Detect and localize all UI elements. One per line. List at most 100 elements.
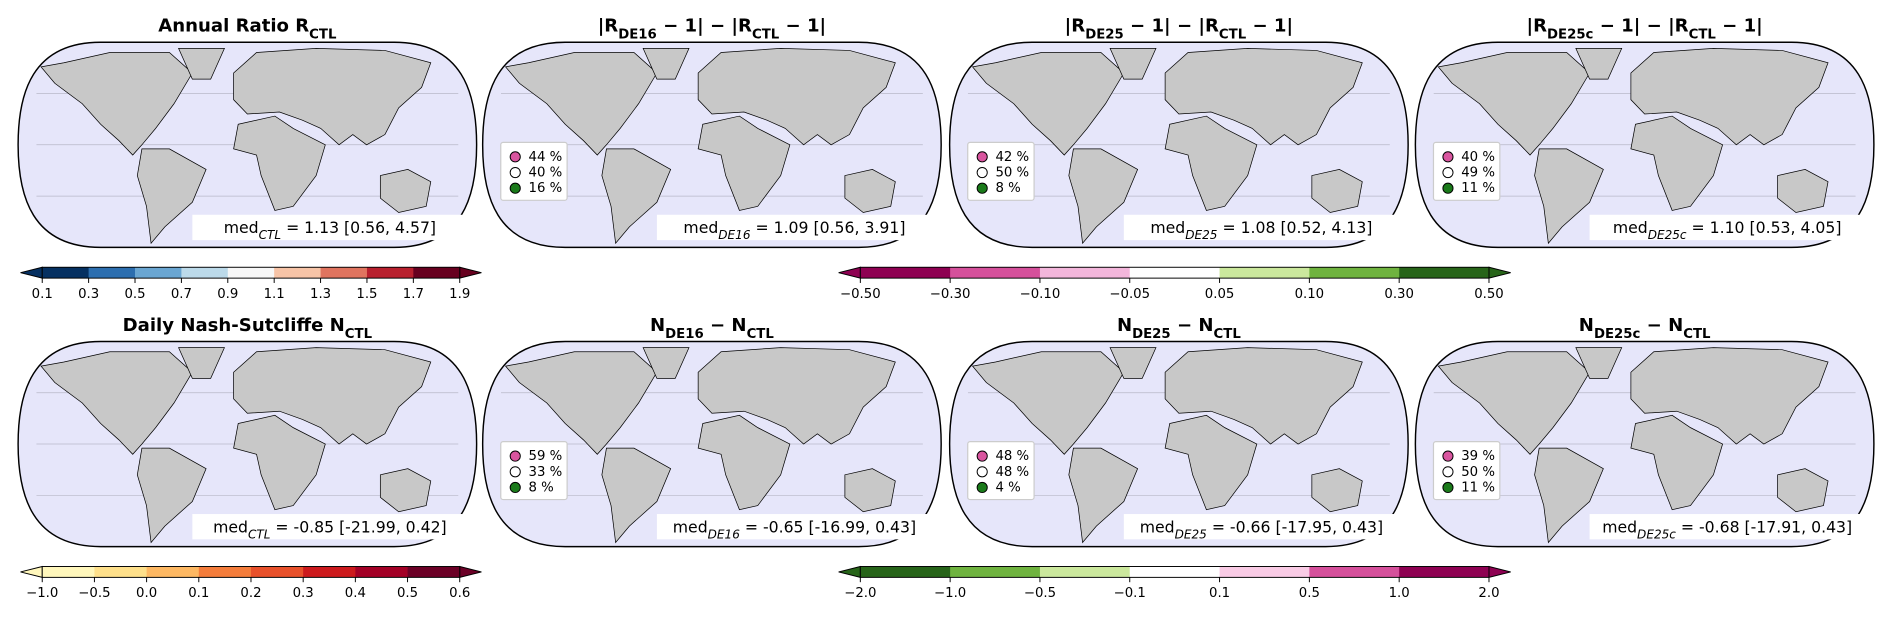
median-box [1589, 214, 1865, 241]
text-part: med [224, 218, 259, 237]
colorbar-bin [198, 566, 252, 578]
colorbar-bin [146, 566, 200, 578]
land [1109, 48, 1157, 80]
subscript: DE25c [1648, 228, 1687, 242]
legend-marker [509, 466, 521, 478]
map-frame [481, 340, 942, 548]
map-frame [481, 41, 942, 249]
legend-label: 49 % [1461, 166, 1495, 181]
land [1164, 414, 1258, 511]
tick-label: 1.3 [310, 287, 331, 302]
median-label: medDE16 = -0.65 [-16.99, 0.43] [673, 517, 916, 541]
subscript: CTL [1219, 27, 1247, 42]
subscript: DE25c [1637, 527, 1676, 541]
tick-label: 0.1 [32, 287, 53, 302]
median-box [1123, 514, 1399, 540]
legend-label: 16 % [529, 181, 563, 196]
land [1630, 115, 1724, 211]
colorbar-bin [94, 566, 147, 578]
legend-label: 48 % [995, 465, 1029, 480]
legend-marker [509, 182, 521, 194]
tick-label: 1.7 [403, 287, 424, 302]
land [1109, 347, 1157, 379]
subscript: CTL [309, 27, 337, 42]
land [697, 115, 791, 211]
land [379, 468, 432, 513]
legend-label: 42 % [995, 150, 1029, 165]
median-box [192, 514, 468, 540]
subscript: DE25c [1547, 27, 1593, 42]
tick-label: 0.50 [1474, 287, 1504, 302]
tick-label: 0.2 [240, 586, 261, 601]
legend-marker [976, 166, 988, 179]
legend-marker [976, 450, 988, 462]
legend-marker [1442, 450, 1454, 462]
colorbar-frame [41, 266, 461, 279]
map-frame [948, 41, 1409, 249]
text-part: − 1| [1246, 16, 1293, 37]
colorbar: −2.0 −1.0 −0.5 −0.1 0.1 0.5 1.0 2.0 [838, 565, 1511, 601]
tick-label: 1.5 [356, 287, 377, 302]
land [1164, 48, 1363, 146]
legend-label: 11 % [1461, 181, 1495, 196]
text-part: = -0.66 [-17.95, 0.43] [1207, 517, 1383, 536]
panel-title: Daily Nash-Sutcliffe NCTL [123, 315, 373, 342]
legend-label: 48 % [995, 449, 1029, 464]
subscript: CTL [1689, 27, 1717, 42]
land [1575, 347, 1623, 379]
land [1630, 347, 1829, 445]
tick-label: 0.5 [397, 586, 418, 601]
legend-label: 11 % [1461, 480, 1495, 495]
tick-label: 0.9 [217, 287, 238, 302]
map-frame [1414, 340, 1875, 548]
tick-label: −0.5 [78, 586, 110, 601]
text-part: med [1613, 218, 1648, 237]
tick-label: −1.0 [26, 586, 58, 601]
colorbar-bin [950, 566, 1041, 578]
median-box [192, 214, 468, 241]
legend-marker [1442, 182, 1454, 194]
text-part: − 1| [779, 16, 826, 37]
land [40, 351, 193, 455]
median-label: medDE16 = 1.09 [0.56, 3.91] [683, 218, 905, 242]
colorbar-extend [20, 565, 43, 578]
land [233, 115, 326, 211]
text-part: med [1602, 517, 1637, 536]
text-part: − N [1171, 315, 1214, 336]
land [1164, 347, 1363, 445]
text-part: med [1150, 218, 1185, 237]
tick-label: −2.0 [844, 586, 876, 601]
colorbar-frame [859, 266, 1490, 279]
land [601, 447, 672, 544]
tick-label: −0.30 [930, 287, 971, 302]
tick-label: 1.0 [1389, 586, 1410, 601]
panel-title: NDE25 − NCTL [1117, 315, 1241, 342]
colorbar-frame [859, 566, 1490, 578]
colorbar-bin [1399, 566, 1490, 578]
tick-label: 2.0 [1478, 586, 1499, 601]
land [697, 347, 896, 445]
text-part: = -0.68 [-17.91, 0.43] [1676, 517, 1852, 536]
map-frame [948, 340, 1409, 548]
colorbar-bin [181, 267, 229, 279]
legend-marker [976, 151, 988, 163]
text-part: = 1.09 [0.56, 3.91] [751, 218, 906, 237]
legend-label: 40 % [1461, 150, 1495, 165]
median-box [656, 514, 933, 540]
text-part: − N [704, 315, 747, 336]
colorbar: −0.50 −0.30 −0.10 −0.05 0.05 0.10 0.30 0.50 [838, 266, 1511, 302]
colorbar-bin [303, 566, 356, 578]
land [1311, 468, 1363, 513]
land [1437, 52, 1591, 156]
subscript: DE16 [718, 228, 751, 242]
text-part: Daily Nash-Sutcliffe N [123, 315, 345, 336]
colorbar-bin [1309, 566, 1400, 578]
map-panel: |RDE25 − 1| − |RCTL − 1|medDE25 = 1.08 [… [948, 16, 1409, 249]
colorbar-extend [1488, 266, 1511, 279]
colorbar-bin [1039, 267, 1131, 279]
text-part: = -0.85 [-21.99, 0.42] [270, 517, 446, 536]
land [642, 347, 690, 379]
colorbar-bin [274, 267, 321, 279]
land [136, 447, 207, 544]
